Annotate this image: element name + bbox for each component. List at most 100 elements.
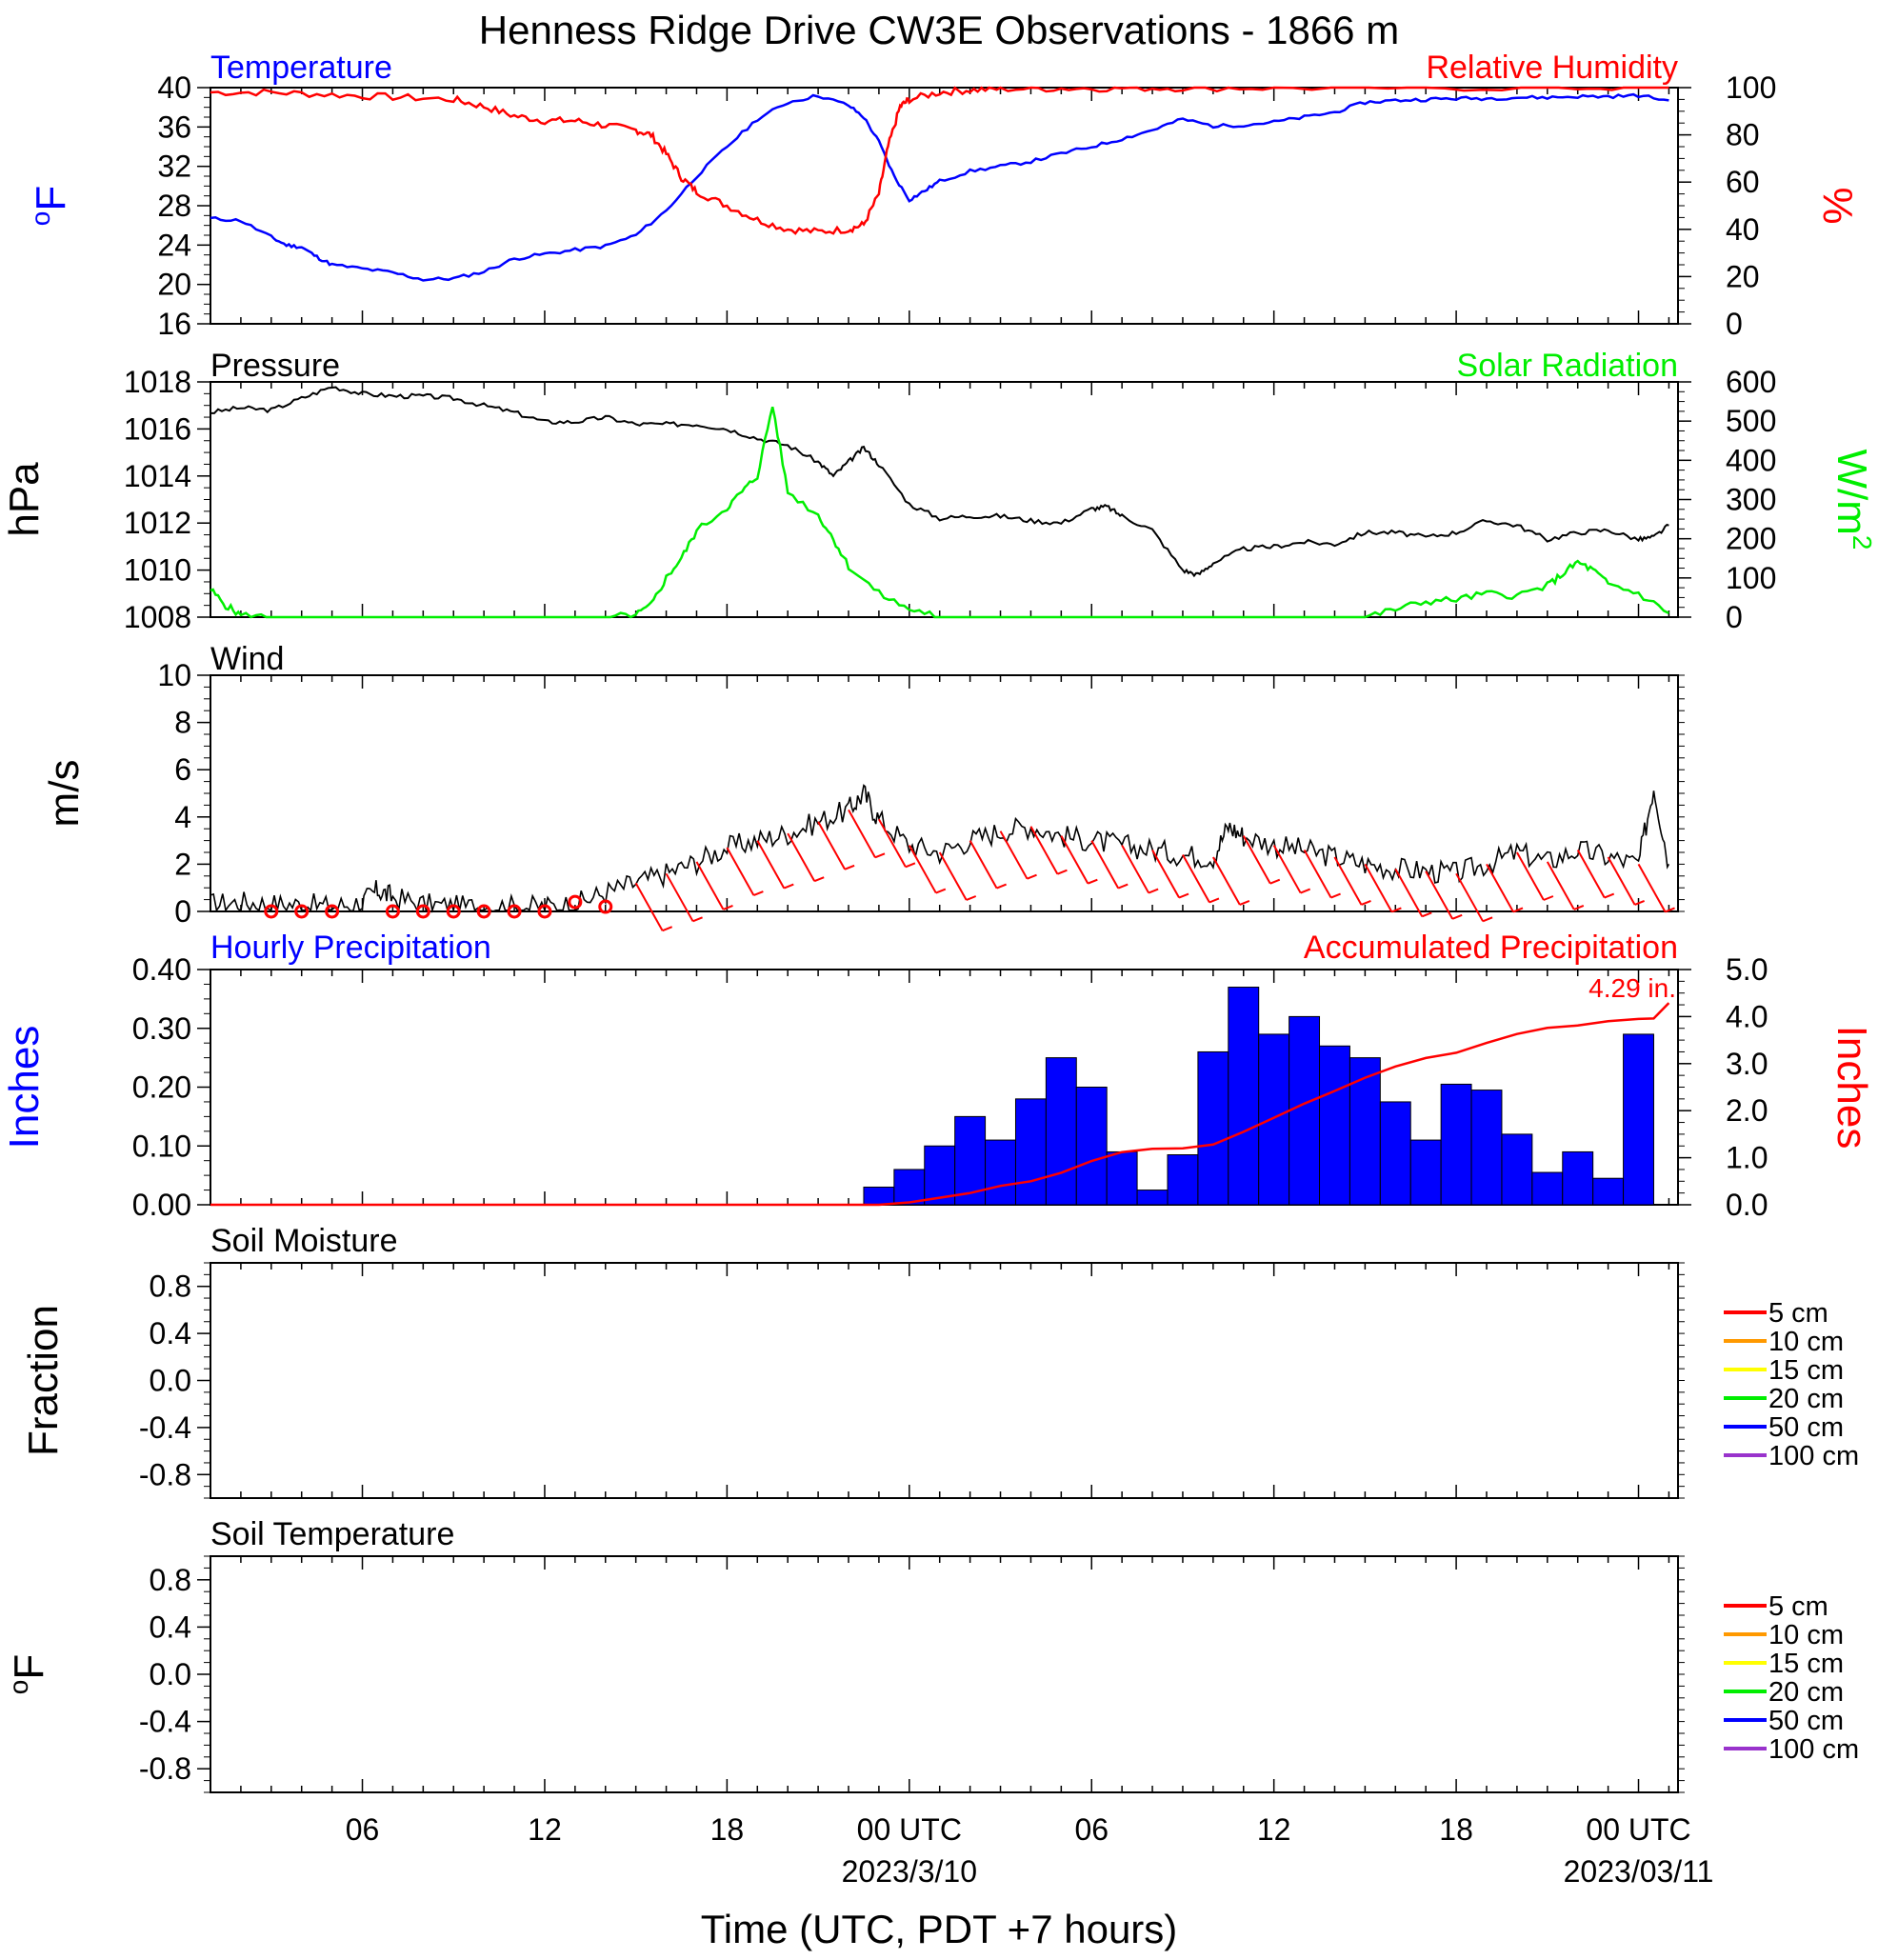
y-axis-label-temperature: oF	[26, 186, 74, 226]
y-tick-label: 6	[174, 752, 191, 787]
unit-superscript: o	[4, 1680, 33, 1695]
x-axis-title: Time (UTC, PDT +7 hours)	[701, 1907, 1178, 1951]
soil-moisture-panel: -0.8 -0.4 0.0 0.4 0.8 Soil Moisture Fraction 5 …	[20, 1223, 1859, 1499]
wind-barb	[848, 809, 876, 858]
precip-bar	[1075, 1087, 1108, 1206]
wind-barb	[1121, 845, 1150, 894]
precip-bar	[1319, 1045, 1350, 1206]
wind-barb-flag	[1239, 900, 1250, 906]
panel-title-soil-temperature-panel: Soil Temperature	[210, 1516, 454, 1552]
unit-base: F	[6, 1654, 52, 1680]
precip-bar	[893, 1169, 926, 1206]
y-tick-label: 40	[157, 70, 191, 105]
precip-bar	[1409, 1139, 1442, 1206]
precip-bar	[1167, 1154, 1199, 1206]
y-tick-label: 16	[157, 307, 191, 341]
y2-tick-label: 20	[1726, 259, 1760, 293]
x-tick-date: 2023/03/11	[1564, 1854, 1714, 1889]
wind-barb	[969, 840, 998, 890]
plot-frame	[210, 87, 1679, 325]
y2-tick-label: 1.0	[1726, 1141, 1768, 1175]
pressure-solar-panel: 1008 1010 1012 1014 1016 1018 0 100 200 300 400 500…	[1, 348, 1877, 634]
y-tick-label: 1018	[124, 365, 191, 399]
wind-barb-flag	[1057, 869, 1068, 875]
wind-barb	[1486, 863, 1514, 912]
y2-tick-label: 0	[1726, 307, 1743, 341]
y-axis-label-soil-moisture: Fraction	[20, 1305, 67, 1456]
wind-barb	[1182, 853, 1210, 903]
y-tick-label: 28	[157, 189, 191, 223]
wind-barb-flag	[1178, 892, 1189, 899]
unit-superscript: o	[26, 211, 55, 227]
wind-barb-flag	[966, 895, 977, 901]
wind-barb-flag	[996, 883, 1007, 890]
wind-barb-flag	[662, 926, 673, 932]
wind-barb-flag	[874, 852, 886, 859]
precip-bar	[1258, 1033, 1290, 1206]
unit-base: F	[28, 186, 74, 211]
wind-barb-flag	[813, 876, 825, 883]
wind-panel: 0 2 4 6 8 10 Wind m/s	[41, 641, 1685, 932]
wind-barb	[1029, 826, 1059, 875]
y-tick-label: 0.8	[150, 1270, 191, 1304]
accum-precip-annotation: 4.29 in.	[1588, 973, 1676, 1003]
precip-bar	[863, 1186, 895, 1206]
wind-barb	[908, 845, 937, 894]
series-solar-radiation	[210, 406, 1669, 619]
y2-axis-label-precip: Inches	[1828, 1026, 1875, 1150]
precip-bar	[1228, 987, 1260, 1206]
wind-barb-flag	[1027, 873, 1037, 880]
wind-barb-flag	[935, 888, 947, 894]
precip-bar	[1045, 1057, 1077, 1206]
legend-label: 10 cm	[1768, 1620, 1844, 1650]
wind-barb	[665, 872, 694, 922]
legend-label: 100 cm	[1768, 1734, 1859, 1765]
plot-frame	[210, 1555, 1679, 1793]
series-accumulated-precip	[210, 1002, 1670, 1207]
wind-barb	[1455, 872, 1484, 922]
x-tick-label: 12	[1257, 1812, 1291, 1847]
wind-barb-flag	[692, 916, 703, 923]
wind-calm-marker	[385, 904, 400, 919]
wind-barb	[1425, 870, 1454, 920]
legend-label: 50 cm	[1768, 1412, 1844, 1443]
wind-barb	[1516, 851, 1545, 901]
wind-barb	[1303, 850, 1332, 899]
y-tick-label: 4	[174, 800, 191, 834]
series-temperature	[210, 92, 1669, 282]
legend-label: 5 cm	[1768, 1298, 1828, 1329]
x-tick-label: 06	[346, 1812, 380, 1847]
x-tick-label: 00 UTC	[857, 1812, 962, 1847]
wind-calm-marker	[264, 904, 279, 919]
wind-barb-flag	[1543, 895, 1554, 901]
panel-title-humidity: Relative Humidity	[1426, 50, 1678, 86]
wind-barb-flag	[753, 890, 764, 896]
precip-bar	[1014, 1098, 1047, 1206]
wind-barb-flag	[1087, 878, 1098, 885]
wind-barb-flag	[723, 904, 733, 910]
plot-frame	[210, 381, 1679, 618]
wind-calm-marker	[446, 904, 461, 919]
y-tick-label: -0.8	[139, 1457, 191, 1491]
y2-tick-label: 80	[1726, 118, 1760, 152]
y2-tick-label: 600	[1726, 365, 1776, 399]
wind-barb-flag	[1451, 913, 1463, 920]
y2-tick-label: 200	[1726, 522, 1776, 556]
y-axis-label-soil-temp: oF	[4, 1654, 52, 1694]
panel-title-soil-moisture-panel: Soil Moisture	[210, 1223, 398, 1259]
wind-barb-flag	[1604, 892, 1615, 899]
precip-bar	[1440, 1083, 1472, 1206]
wind-barb-flag	[1361, 900, 1371, 906]
y2-axis-label-solar: W/m2	[1828, 450, 1877, 550]
y-axis-label-pressure: hPa	[1, 462, 48, 537]
wind-barb-flag	[783, 883, 794, 890]
wind-barb-flag	[844, 864, 855, 870]
y2-axis-label-humidity: %	[1814, 187, 1861, 224]
y2-tick-label: 60	[1726, 165, 1760, 199]
wind-calm-marker	[294, 904, 310, 919]
wind-barb	[999, 830, 1029, 880]
precip-bar	[1562, 1150, 1594, 1206]
wind-barb	[1637, 863, 1667, 912]
wind-barb	[1211, 856, 1241, 906]
